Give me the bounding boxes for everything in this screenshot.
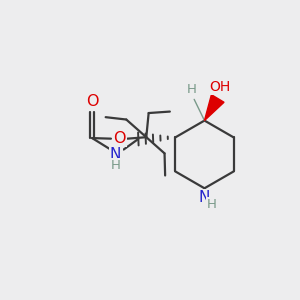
Text: N: N [199,190,210,205]
Text: OH: OH [209,80,231,94]
Text: N: N [110,147,122,162]
Text: O: O [86,94,98,110]
Text: O: O [113,131,125,146]
Text: H: H [111,159,121,172]
Polygon shape [205,95,224,121]
Text: H: H [187,83,197,96]
Text: H: H [207,198,217,211]
